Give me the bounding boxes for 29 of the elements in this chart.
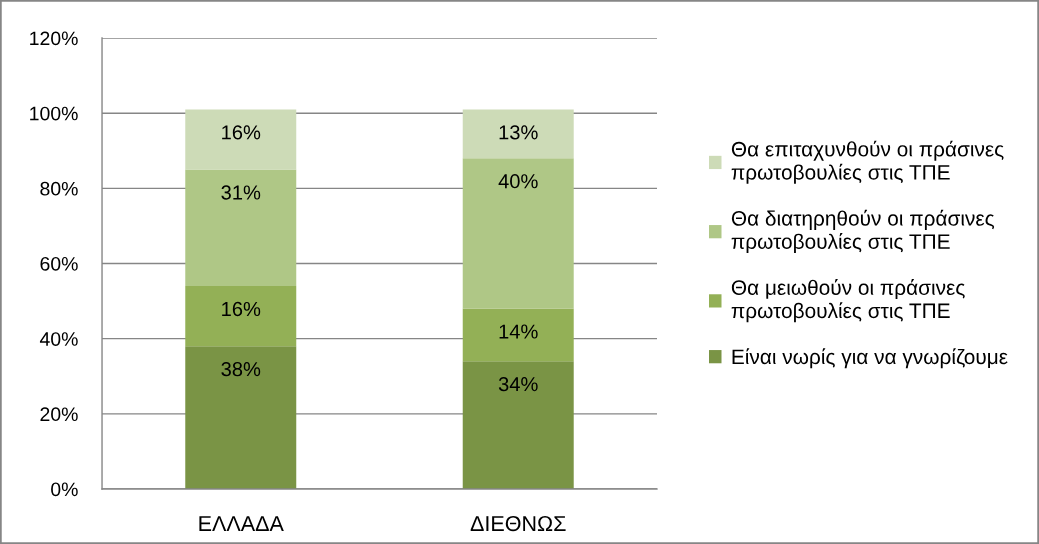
data-label: 38% — [221, 362, 261, 377]
data-label: 14% — [499, 324, 538, 339]
legend-label: Θα επιταχυνθούν οι πράσινες πρωτοβουλίες στις ΤΠΕ — [731, 140, 1004, 184]
legend-label: Θα μειωθούν οι πράσινες πρωτοβουλίες στις ΤΠΕ — [731, 279, 965, 323]
data-label: 34% — [498, 377, 538, 392]
y-tick-label: 40% — [39, 332, 78, 346]
bar — [462, 158, 574, 309]
data-label: 13% — [499, 125, 538, 140]
data-label: 16% — [222, 125, 261, 140]
x-tick-label: ΔΙΕΘΝΩΣ — [470, 515, 566, 532]
y-tick-label: 80% — [40, 181, 78, 196]
bar — [462, 361, 574, 489]
bar — [185, 169, 297, 287]
legend-label: Θα διατηρηθούν οι πράσινες πρωτοβουλίες στις ΤΠΕ — [731, 209, 995, 254]
bar — [185, 109, 297, 170]
bar — [462, 109, 574, 159]
bar — [185, 346, 297, 489]
y-tick-label: 60% — [40, 256, 78, 271]
bar — [185, 286, 297, 347]
x-tick-label: ΕΛΛΑΔΑ — [199, 516, 284, 531]
data-label: 31% — [221, 185, 261, 200]
data-label: 40% — [498, 174, 538, 189]
bar — [462, 308, 574, 362]
y-tick-label: 120% — [30, 31, 78, 46]
y-tick-label: 100% — [30, 106, 78, 121]
y-tick-label: 0% — [51, 482, 78, 497]
y-tick-label: 20% — [40, 407, 78, 422]
data-label: 16% — [222, 301, 261, 317]
legend-label: Είναι νωρίς για να γνωρίζουμε — [732, 348, 1008, 369]
